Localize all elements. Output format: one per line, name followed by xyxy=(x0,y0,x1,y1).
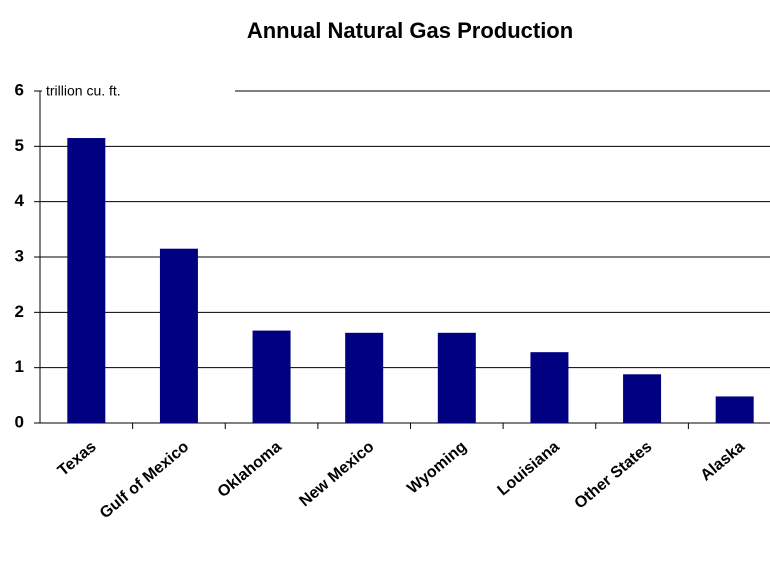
bar xyxy=(345,332,384,423)
x-tick-label: Alaska xyxy=(698,438,749,484)
annotation-background xyxy=(42,79,235,103)
bar xyxy=(715,396,754,423)
x-tick-label: New Mexico xyxy=(296,438,377,510)
y-tick-label: 3 xyxy=(15,246,24,265)
x-tick-label: Other States xyxy=(572,438,656,512)
annotation: trillion cu. ft. xyxy=(46,83,121,99)
y-tick-label: 6 xyxy=(15,80,24,99)
bar xyxy=(530,352,569,423)
x-tick-label: Oklahoma xyxy=(215,438,285,501)
bar xyxy=(159,248,198,423)
y-tick-label: 5 xyxy=(15,136,24,155)
y-tick-label: 1 xyxy=(15,357,24,376)
bar xyxy=(67,138,106,424)
chart-title: Annual Natural Gas Production xyxy=(247,18,573,43)
y-tick-label: 2 xyxy=(15,302,24,321)
x-tick-label: Gulf of Mexico xyxy=(97,438,193,522)
x-tick-label: Wyoming xyxy=(404,438,470,497)
bar xyxy=(437,332,476,423)
x-tick-label: Louisiana xyxy=(495,438,563,499)
bar xyxy=(252,330,291,423)
bar xyxy=(623,374,662,423)
y-tick-label: 0 xyxy=(15,412,24,431)
y-tick-label: 4 xyxy=(15,191,25,210)
x-tick-label: Texas xyxy=(55,438,100,479)
